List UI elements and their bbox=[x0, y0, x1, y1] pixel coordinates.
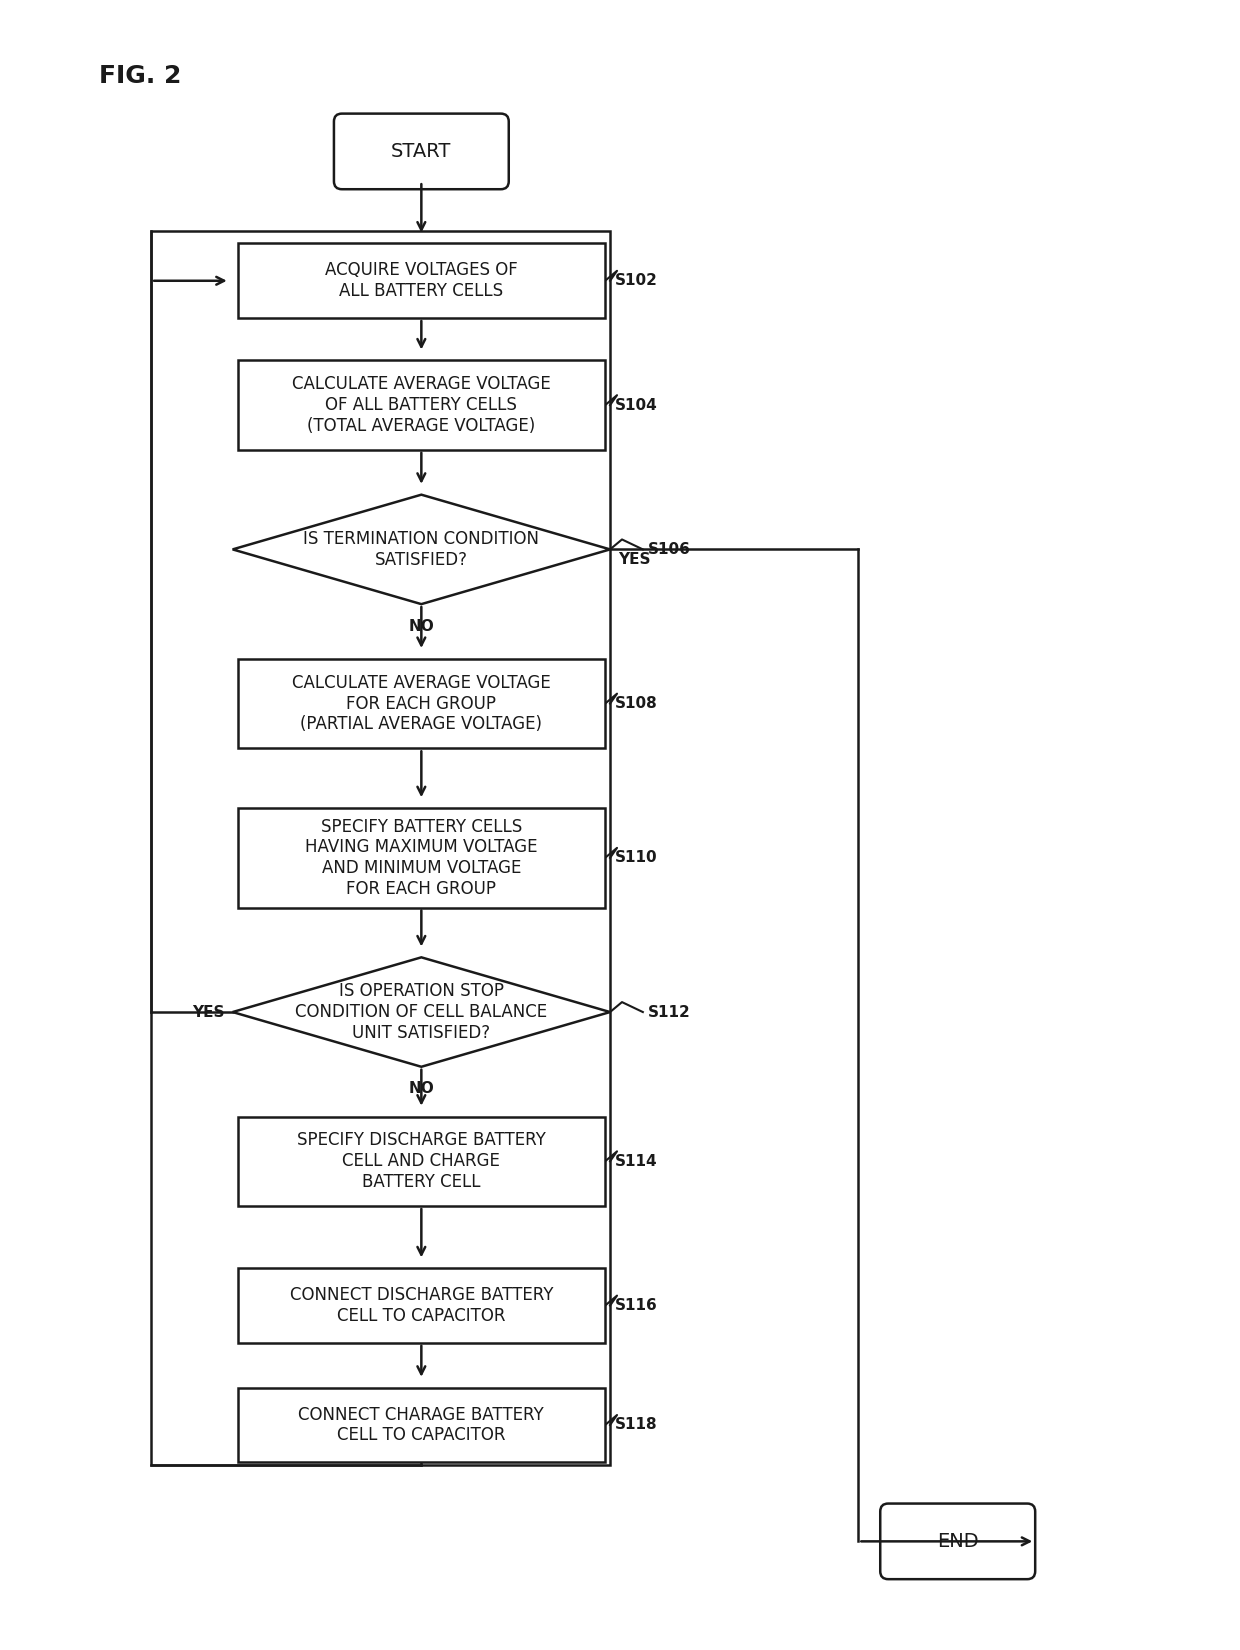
Bar bbox=[238, 1269, 605, 1343]
Text: IS TERMINATION CONDITION
SATISFIED?: IS TERMINATION CONDITION SATISFIED? bbox=[304, 530, 539, 569]
Text: NO: NO bbox=[408, 1081, 434, 1096]
Text: S114: S114 bbox=[615, 1153, 657, 1168]
Bar bbox=[151, 231, 610, 1465]
FancyBboxPatch shape bbox=[334, 114, 508, 190]
Text: S108: S108 bbox=[615, 696, 657, 711]
Text: CALCULATE AVERAGE VOLTAGE
OF ALL BATTERY CELLS
(TOTAL AVERAGE VOLTAGE): CALCULATE AVERAGE VOLTAGE OF ALL BATTERY… bbox=[291, 375, 551, 436]
Bar bbox=[238, 1117, 605, 1206]
Text: SPECIFY BATTERY CELLS
HAVING MAXIMUM VOLTAGE
AND MINIMUM VOLTAGE
FOR EACH GROUP: SPECIFY BATTERY CELLS HAVING MAXIMUM VOL… bbox=[305, 818, 538, 898]
Text: YES: YES bbox=[618, 551, 651, 568]
Text: IS OPERATION STOP
CONDITION OF CELL BALANCE
UNIT SATISFIED?: IS OPERATION STOP CONDITION OF CELL BALA… bbox=[295, 982, 547, 1041]
Text: S104: S104 bbox=[615, 398, 657, 412]
Bar bbox=[238, 658, 605, 749]
Text: END: END bbox=[937, 1531, 978, 1551]
Bar bbox=[238, 360, 605, 450]
Text: SPECIFY DISCHARGE BATTERY
CELL AND CHARGE
BATTERY CELL: SPECIFY DISCHARGE BATTERY CELL AND CHARG… bbox=[296, 1132, 546, 1191]
Text: S116: S116 bbox=[615, 1299, 657, 1313]
Text: FIG. 2: FIG. 2 bbox=[98, 64, 181, 87]
Text: CALCULATE AVERAGE VOLTAGE
FOR EACH GROUP
(PARTIAL AVERAGE VOLTAGE): CALCULATE AVERAGE VOLTAGE FOR EACH GROUP… bbox=[291, 673, 551, 733]
Polygon shape bbox=[233, 957, 610, 1068]
Text: S118: S118 bbox=[615, 1417, 657, 1432]
Polygon shape bbox=[233, 495, 610, 604]
Bar bbox=[238, 808, 605, 908]
Bar bbox=[238, 244, 605, 318]
Text: S110: S110 bbox=[615, 850, 657, 865]
FancyBboxPatch shape bbox=[880, 1503, 1035, 1579]
Text: START: START bbox=[391, 142, 451, 162]
Text: ACQUIRE VOLTAGES OF
ALL BATTERY CELLS: ACQUIRE VOLTAGES OF ALL BATTERY CELLS bbox=[325, 261, 518, 300]
Text: S112: S112 bbox=[647, 1005, 691, 1020]
Text: S106: S106 bbox=[647, 541, 691, 558]
Text: CONNECT CHARAGE BATTERY
CELL TO CAPACITOR: CONNECT CHARAGE BATTERY CELL TO CAPACITO… bbox=[299, 1406, 544, 1444]
Text: NO: NO bbox=[408, 619, 434, 634]
Text: CONNECT DISCHARGE BATTERY
CELL TO CAPACITOR: CONNECT DISCHARGE BATTERY CELL TO CAPACI… bbox=[290, 1285, 553, 1325]
Text: YES: YES bbox=[192, 1005, 224, 1020]
Text: S102: S102 bbox=[615, 274, 658, 289]
Bar bbox=[238, 1388, 605, 1462]
